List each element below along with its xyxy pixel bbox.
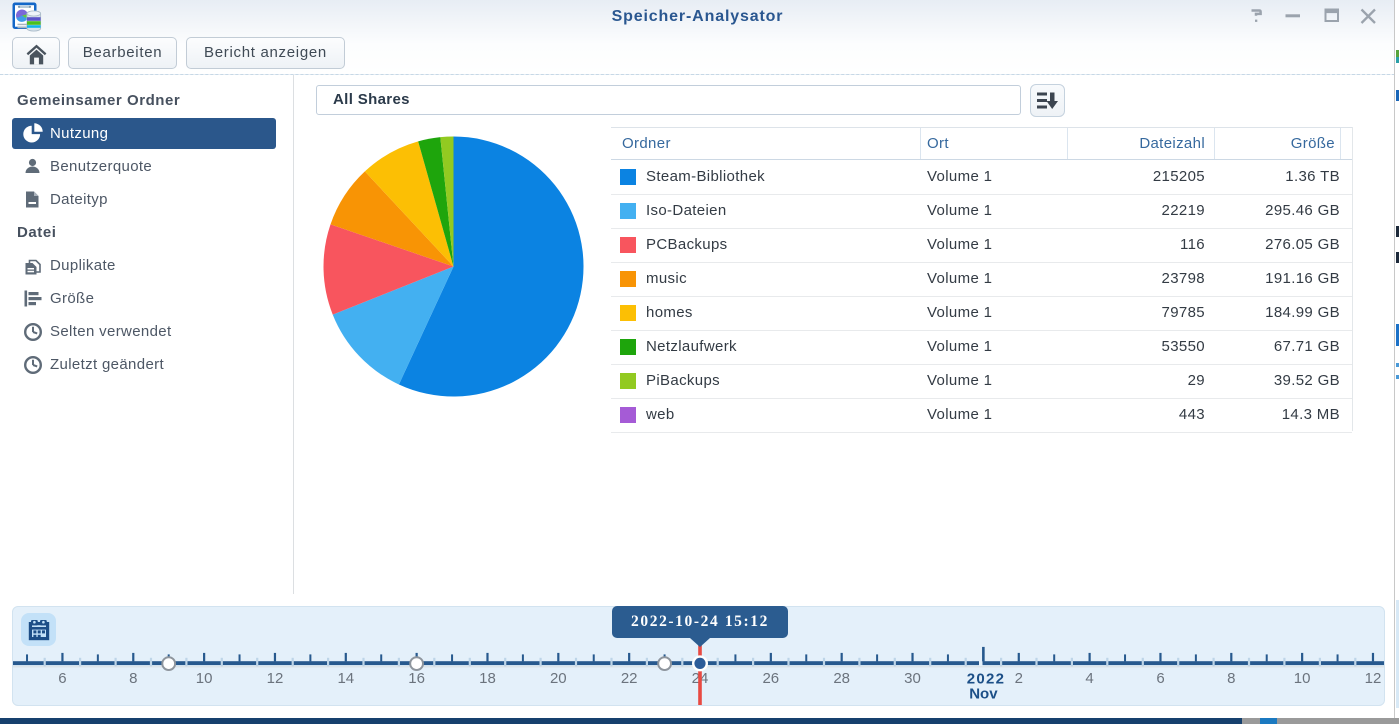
svg-text:8: 8 <box>1227 670 1235 687</box>
svg-text:20: 20 <box>550 670 567 687</box>
svg-text:28: 28 <box>833 670 850 687</box>
svg-text:30: 30 <box>904 670 921 687</box>
svg-text:10: 10 <box>196 670 213 687</box>
svg-text:16: 16 <box>408 670 425 687</box>
svg-text:14: 14 <box>337 670 354 687</box>
svg-text:6: 6 <box>1156 670 1164 687</box>
svg-text:6: 6 <box>58 670 66 687</box>
svg-text:12: 12 <box>1365 670 1382 687</box>
svg-text:2022: 2022 <box>967 671 1006 688</box>
svg-text:26: 26 <box>762 670 779 687</box>
svg-text:12: 12 <box>267 670 284 687</box>
svg-text:10: 10 <box>1294 670 1311 687</box>
svg-text:2: 2 <box>1015 670 1023 687</box>
svg-text:8: 8 <box>129 670 137 687</box>
svg-text:18: 18 <box>479 670 496 687</box>
svg-text:22: 22 <box>621 670 638 687</box>
svg-text:4: 4 <box>1085 670 1093 687</box>
svg-text:Nov: Nov <box>969 686 998 703</box>
